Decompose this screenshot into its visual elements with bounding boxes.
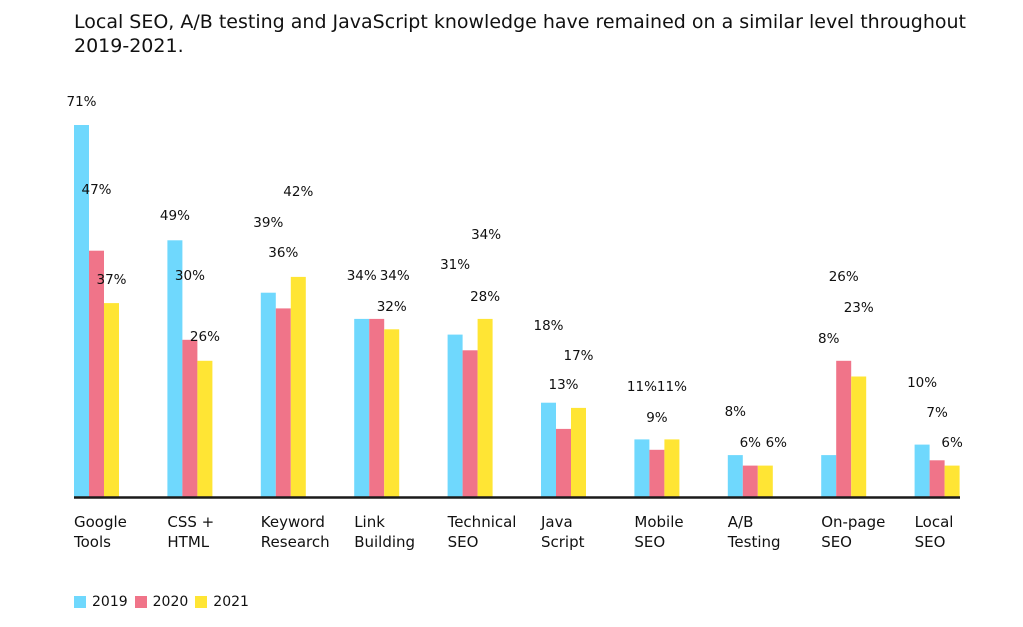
data-label-2019-0: 71% [66,94,96,110]
bar-2021-0 [104,303,119,497]
bar-2020-2 [275,308,291,497]
bar-2021-2 [290,276,306,497]
data-label-2021-1: 26% [190,329,220,345]
legend: 2019 2020 2021 [74,594,256,610]
data-label-2020-8: 26% [829,269,859,285]
category-label: CSS + HTML [167,513,215,551]
data-label-2020-0: 47% [81,182,111,198]
bar-2021-6 [664,439,680,497]
data-label-2019-8: 8% [818,331,840,347]
data-label-2019-9: 10% [907,375,937,391]
bar-2019-4 [447,334,463,497]
bar-2019-2 [260,292,276,497]
bar-2019-7 [727,455,743,497]
bar-2020-9 [929,460,945,497]
bar-2020-4 [462,350,478,497]
bar-2019-8 [821,455,837,497]
data-label-2020-2: 36% [268,245,298,261]
data-label-2019-2: 39% [253,215,283,231]
data-labels-layer: 71%47%37%49%30%26%39%36%42%34% 34%32%31%2… [66,94,962,451]
data-label-2020-4: 28% [470,289,500,305]
bar-2020-6 [649,449,665,497]
category-label: On-page SEO [821,513,886,551]
category-label: Java Script [541,513,585,551]
legend-item-2021: 2021 [195,594,249,610]
bar-2021-8 [851,376,867,497]
category-label: Technical SEO [447,513,517,551]
legend-swatch-2021 [195,596,208,608]
category-label: Local SEO [914,513,954,551]
legend-swatch-2019 [74,596,86,608]
data-label-2020-1: 30% [175,268,205,284]
data-label-2021-5: 17% [563,348,593,364]
category-label: Mobile SEO [634,513,684,551]
bar-2019-9 [914,444,930,497]
data-label-2019-7: 8% [725,404,747,420]
bar-2019-3 [354,318,370,497]
data-label-2020-7: 6% [740,435,762,451]
data-label-2019-3: 34% [347,268,377,284]
data-label-2019-4: 31% [440,257,470,273]
legend-item-2019: 2019 [74,594,128,610]
data-label-2021-9: 6% [941,435,963,451]
bar-2019-5 [541,402,556,497]
bar-2021-3 [384,329,400,497]
bar-2020-5 [556,428,571,497]
bar-2021-4 [477,318,493,497]
legend-label-2019: 2019 [92,594,128,610]
data-label-2020-9: 7% [926,405,948,421]
bar-2020-3 [369,318,385,497]
bar-2021-9 [944,465,960,497]
data-label-2021-4: 34% [471,227,501,243]
legend-label-2021: 2021 [213,594,249,610]
category-label: Keyword Research [260,513,330,551]
category-label: Link Building [354,513,416,551]
data-label-2019-1: 49% [160,208,190,224]
bar-2020-1 [182,339,198,497]
data-label-2021-7: 6% [766,435,788,451]
bar-2019-1 [167,240,183,498]
bar-2021-7 [757,465,773,497]
legend-item-2020: 2020 [134,594,189,610]
data-label-2021-6: 11% [657,379,687,395]
data-label-2021-8: 23% [844,300,874,316]
data-label-2020-3: 34% [380,268,410,284]
bar-2021-1 [197,360,213,497]
data-label-2020-6: 9% [646,410,668,426]
data-label-2020-5: 13% [548,377,578,393]
bar-2020-7 [742,465,758,497]
bar-2019-0 [74,125,89,497]
bars-layer [74,125,960,498]
category-label: A/B Testing [727,513,781,551]
legend-swatch-2020 [134,596,147,608]
legend-label-2020: 2020 [152,594,189,610]
data-label-2021-3: 32% [377,299,407,315]
bar-2020-0 [89,250,104,497]
bar-2020-8 [836,360,852,497]
data-label-2021-0: 37% [96,272,126,288]
category-label: Google Tools [74,513,127,551]
bar-2019-6 [634,439,650,497]
data-label-2019-5: 18% [533,318,563,334]
chart-title: Local SEO, A/B testing and JavaScript kn… [74,11,966,57]
bar-2021-5 [571,407,586,497]
data-label-2021-2: 42% [283,184,313,200]
data-label-2019-6: 11% [627,379,657,395]
